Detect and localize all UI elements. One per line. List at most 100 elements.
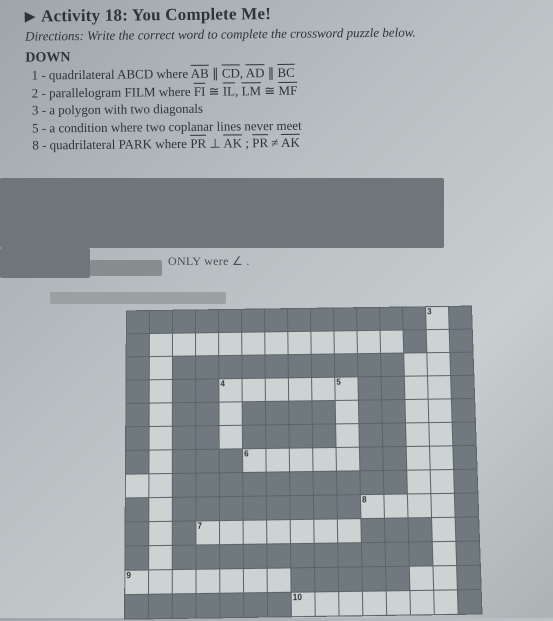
cell-open[interactable] bbox=[311, 331, 334, 354]
cell-number: 10 bbox=[293, 593, 302, 603]
cell-open[interactable] bbox=[290, 519, 314, 543]
cell-open[interactable] bbox=[405, 399, 429, 423]
cell-filled bbox=[266, 472, 290, 496]
cell-filled bbox=[382, 400, 406, 424]
cell-open[interactable] bbox=[265, 332, 288, 355]
cell-filled bbox=[290, 472, 314, 496]
cell-open[interactable] bbox=[427, 352, 451, 375]
cell-open[interactable] bbox=[288, 378, 312, 402]
cell-filled bbox=[266, 425, 290, 449]
seg-ak: AK bbox=[281, 135, 300, 150]
cell-open[interactable] bbox=[219, 520, 243, 544]
cell-open[interactable]: 3 bbox=[425, 306, 449, 329]
cell-open[interactable] bbox=[149, 333, 172, 356]
cell-filled bbox=[290, 495, 314, 519]
cell-open[interactable]: 9 bbox=[125, 570, 149, 595]
sym-perp: ⊥ bbox=[206, 136, 223, 151]
cell-open[interactable] bbox=[243, 520, 267, 544]
cell-open[interactable] bbox=[149, 545, 173, 570]
cell-open[interactable] bbox=[427, 376, 451, 400]
cell-open[interactable] bbox=[149, 450, 172, 474]
cell-open[interactable] bbox=[149, 403, 172, 427]
cell-open[interactable] bbox=[336, 424, 360, 448]
cell-open[interactable] bbox=[243, 568, 267, 593]
cell-open[interactable] bbox=[196, 569, 220, 594]
cell-open[interactable] bbox=[410, 590, 434, 615]
cell-open[interactable] bbox=[289, 448, 313, 472]
cell-filled bbox=[172, 473, 196, 497]
cell-filled bbox=[172, 521, 196, 545]
cell-open[interactable] bbox=[407, 470, 431, 494]
cell-open[interactable] bbox=[267, 568, 291, 593]
cell-open[interactable] bbox=[149, 521, 173, 545]
cell-open[interactable] bbox=[314, 519, 338, 543]
cell-open[interactable] bbox=[149, 497, 173, 521]
cell-open[interactable] bbox=[339, 591, 363, 616]
cell-filled bbox=[265, 401, 289, 425]
cell-open[interactable] bbox=[433, 566, 457, 591]
cell-filled bbox=[196, 426, 219, 450]
cell-filled bbox=[454, 493, 478, 517]
cell-filled bbox=[312, 424, 336, 448]
cell-open[interactable] bbox=[149, 356, 172, 380]
cell-open[interactable] bbox=[334, 331, 358, 354]
cell-open[interactable] bbox=[428, 399, 452, 423]
cell-open[interactable] bbox=[431, 493, 455, 517]
cell-open[interactable] bbox=[265, 378, 288, 402]
cell-open[interactable] bbox=[434, 590, 459, 615]
cell-open[interactable] bbox=[172, 569, 196, 594]
cell-filled bbox=[126, 311, 149, 334]
cell-open[interactable] bbox=[430, 470, 454, 494]
cell-open[interactable] bbox=[404, 353, 428, 376]
cell-open[interactable]: 6 bbox=[243, 448, 267, 472]
cell-open[interactable] bbox=[429, 446, 453, 470]
title-text: Activity 18: You Complete Me! bbox=[41, 4, 271, 25]
cell-open[interactable] bbox=[406, 423, 430, 447]
cell-open[interactable] bbox=[406, 446, 430, 470]
cell-open[interactable] bbox=[404, 376, 428, 400]
cell-open[interactable]: 5 bbox=[335, 377, 359, 401]
cell-open[interactable] bbox=[267, 520, 291, 544]
cell-open[interactable] bbox=[313, 447, 337, 471]
cell-open[interactable] bbox=[149, 473, 173, 497]
cell-open[interactable] bbox=[219, 332, 242, 355]
cell-open[interactable] bbox=[196, 333, 219, 356]
cell-open[interactable]: 7 bbox=[196, 521, 220, 545]
cell-open[interactable] bbox=[149, 379, 172, 403]
seg-pr: PR bbox=[190, 136, 206, 151]
cell-filled bbox=[382, 423, 406, 447]
cell-open[interactable] bbox=[426, 329, 450, 352]
cell-open[interactable] bbox=[336, 447, 360, 471]
cell-open[interactable] bbox=[219, 425, 242, 449]
cell-open[interactable] bbox=[219, 402, 242, 426]
cell-open[interactable] bbox=[337, 519, 361, 543]
cell-open[interactable] bbox=[432, 541, 456, 566]
cell-open[interactable] bbox=[288, 331, 311, 354]
cell-open[interactable] bbox=[315, 592, 339, 617]
cell-open[interactable] bbox=[432, 517, 456, 541]
cell-filled bbox=[381, 376, 405, 400]
cell-open[interactable] bbox=[312, 377, 336, 401]
cell-open[interactable]: 8 bbox=[360, 494, 384, 518]
cell-open[interactable] bbox=[429, 422, 453, 446]
cell-filled bbox=[243, 544, 267, 569]
cell-filled bbox=[334, 308, 357, 331]
cell-open[interactable] bbox=[380, 330, 404, 353]
cell-open[interactable] bbox=[220, 569, 244, 594]
cell-open[interactable] bbox=[407, 494, 431, 518]
cell-open[interactable] bbox=[149, 426, 172, 450]
cell-open[interactable] bbox=[409, 566, 433, 591]
cell-open[interactable] bbox=[357, 330, 381, 353]
cell-open[interactable] bbox=[335, 400, 359, 424]
cell-open[interactable] bbox=[125, 474, 149, 498]
cell-open[interactable]: 4 bbox=[219, 378, 242, 402]
cell-open[interactable] bbox=[362, 591, 386, 616]
cell-open[interactable] bbox=[242, 332, 265, 355]
cell-open[interactable] bbox=[242, 378, 265, 402]
cell-open[interactable] bbox=[384, 494, 408, 518]
cell-open[interactable] bbox=[386, 591, 410, 616]
cell-open[interactable]: 10 bbox=[291, 592, 315, 617]
cell-open[interactable] bbox=[266, 448, 290, 472]
cell-open[interactable] bbox=[149, 570, 173, 595]
cell-open[interactable] bbox=[172, 333, 195, 356]
